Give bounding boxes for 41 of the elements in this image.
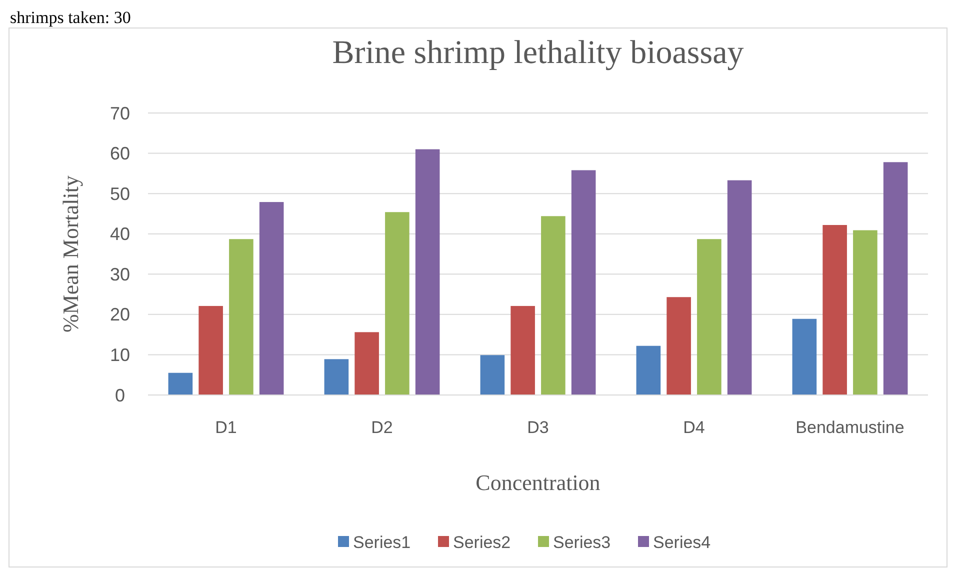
bar (822, 224, 847, 395)
legend-label: Series4 (653, 532, 711, 552)
y-tick-label: 50 (110, 184, 130, 204)
y-axis-title: %Mean Mortality (58, 175, 83, 333)
legend-label: Series2 (453, 532, 511, 552)
legend-label: Series3 (553, 532, 611, 552)
chart-title: Brine shrimp lethality bioassay (332, 35, 744, 71)
bar (229, 239, 254, 395)
x-tick-label: D4 (683, 418, 705, 437)
bar (259, 202, 284, 395)
x-tick-label: Bendamustine (796, 418, 904, 437)
bar (727, 180, 752, 395)
y-tick-label: 10 (110, 345, 130, 366)
bar (354, 332, 379, 395)
bar (415, 149, 440, 395)
y-tick-label: 0 (114, 385, 126, 406)
bar (883, 162, 908, 395)
bar (198, 306, 223, 395)
bar (636, 346, 661, 395)
text: shrimps taken: 30 (10, 8, 131, 27)
bar (792, 318, 817, 395)
bar (541, 216, 566, 395)
bar (510, 306, 535, 395)
y-tick-label: 70 (110, 103, 130, 124)
x-tick-label: D3 (527, 418, 549, 437)
bar (168, 372, 193, 395)
bar (697, 239, 722, 395)
bar (666, 297, 691, 395)
legend-label: Series1 (353, 532, 411, 552)
y-tick-label: 30 (110, 264, 130, 284)
bar (853, 230, 878, 395)
bar (324, 359, 349, 395)
bar (480, 355, 505, 395)
x-tick-label: D2 (371, 418, 393, 437)
bar (385, 212, 410, 395)
y-tick-label: 60 (110, 144, 130, 164)
y-tick-label: 20 (110, 304, 130, 325)
x-tick-label: D1 (215, 418, 237, 437)
bar (571, 170, 596, 395)
x-axis-title: Concentration (476, 470, 600, 495)
y-tick-label: 40 (110, 224, 130, 244)
